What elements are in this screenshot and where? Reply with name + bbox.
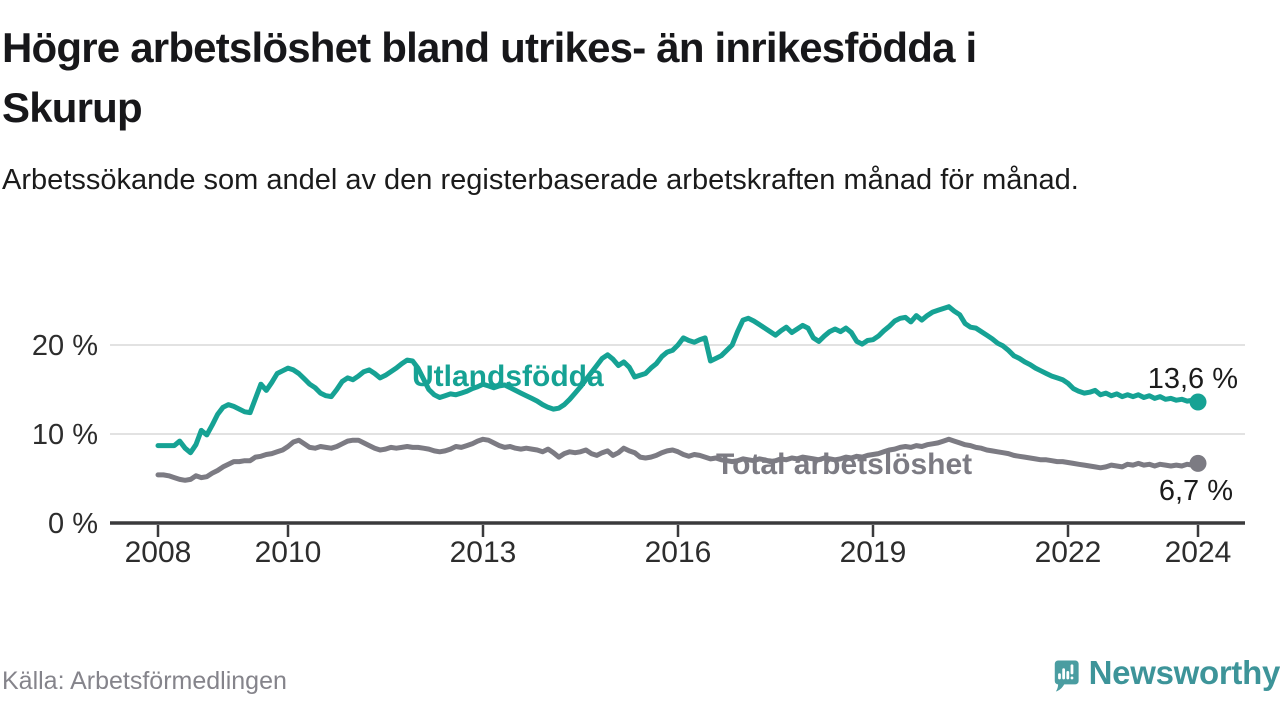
x-axis-label: 2024 xyxy=(1165,536,1232,569)
source-note: Källa: Arbetsförmedlingen xyxy=(2,667,287,695)
y-axis-label: 0 % xyxy=(48,508,98,540)
bar-tall xyxy=(1062,668,1066,680)
end-value-label: 6,7 % xyxy=(1159,475,1233,507)
bar-short xyxy=(1058,673,1061,680)
x-axis-label: 2010 xyxy=(255,536,322,569)
x-axis-label: 2013 xyxy=(450,536,517,569)
endpoint-dot xyxy=(1189,393,1207,411)
page-subtitle: Arbetssökande som andel av den registerb… xyxy=(2,164,1079,196)
x-axis-label: 2019 xyxy=(840,536,907,569)
end-value-label: 13,6 % xyxy=(1148,363,1238,395)
exclamation-dot xyxy=(1070,676,1074,680)
newsworthy-logo-icon xyxy=(1054,660,1079,692)
x-axis-label: 2022 xyxy=(1035,536,1102,569)
x-axis-label: 2016 xyxy=(645,536,712,569)
series-label: Total arbetslöshet xyxy=(716,448,972,481)
y-axis-label: 10 % xyxy=(32,419,98,451)
bar-medium xyxy=(1066,671,1070,680)
page-title-line2: Skurup xyxy=(2,84,143,131)
page-title: Högre arbetslöshet bland utrikes- än inr… xyxy=(2,18,1217,138)
newsworthy-logo-text: Newsworthy xyxy=(1088,654,1280,691)
exclamation-stem xyxy=(1070,664,1074,675)
series-line-utlandsfodda xyxy=(155,304,1201,456)
x-axis-label: 2008 xyxy=(125,536,192,569)
page-title-line1: Högre arbetslöshet bland utrikes- än inr… xyxy=(2,24,977,71)
series-label: Utlandsfödda xyxy=(412,360,604,393)
y-axis-label: 20 % xyxy=(32,330,98,362)
endpoint-dot xyxy=(1189,454,1207,472)
series-line-total xyxy=(155,436,1201,483)
newsworthy-logo: Newsworthy xyxy=(1052,646,1280,706)
